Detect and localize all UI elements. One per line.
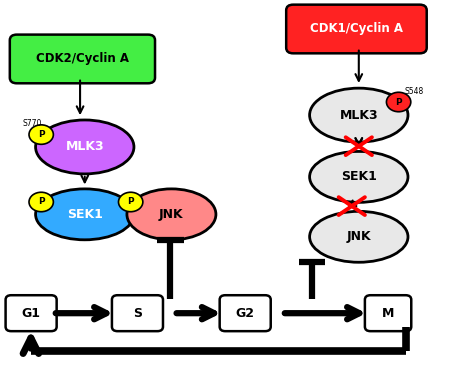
- Circle shape: [29, 192, 54, 212]
- Ellipse shape: [310, 211, 408, 262]
- Text: JNK: JNK: [159, 208, 184, 221]
- Text: G1: G1: [22, 307, 41, 320]
- FancyBboxPatch shape: [286, 5, 427, 53]
- Text: JNK: JNK: [346, 230, 371, 243]
- FancyBboxPatch shape: [10, 35, 155, 83]
- FancyBboxPatch shape: [365, 295, 411, 331]
- Ellipse shape: [127, 189, 216, 240]
- Text: G2: G2: [236, 307, 255, 320]
- FancyBboxPatch shape: [219, 295, 271, 331]
- Text: P: P: [38, 130, 45, 139]
- Text: P: P: [128, 198, 134, 206]
- Text: SEK1: SEK1: [67, 208, 103, 221]
- Text: CDK2/Cyclin A: CDK2/Cyclin A: [36, 52, 129, 65]
- Text: P: P: [395, 98, 402, 106]
- FancyBboxPatch shape: [6, 295, 57, 331]
- FancyBboxPatch shape: [112, 295, 163, 331]
- Text: SEK1: SEK1: [341, 170, 377, 184]
- Text: M: M: [382, 307, 394, 320]
- Text: CDK1/Cyclin A: CDK1/Cyclin A: [310, 22, 403, 35]
- Circle shape: [29, 125, 54, 144]
- Text: S: S: [133, 307, 142, 320]
- Text: S770: S770: [22, 119, 42, 128]
- Circle shape: [386, 92, 411, 112]
- Text: MLK3: MLK3: [65, 141, 104, 154]
- Ellipse shape: [310, 88, 408, 142]
- Text: P: P: [38, 198, 45, 206]
- Ellipse shape: [36, 189, 134, 240]
- Ellipse shape: [36, 120, 134, 174]
- Ellipse shape: [310, 152, 408, 203]
- Text: S548: S548: [404, 87, 423, 96]
- Circle shape: [118, 192, 143, 212]
- Text: MLK3: MLK3: [339, 109, 378, 122]
